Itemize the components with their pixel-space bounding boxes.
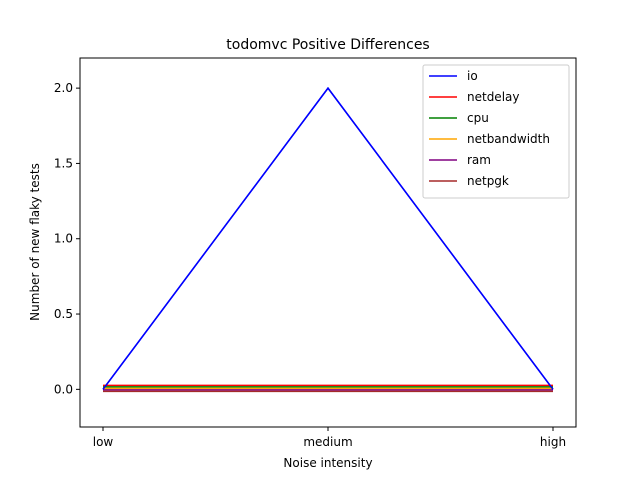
x-axis-label: Noise intensity — [283, 456, 372, 470]
y-axis-ticks: 0.0 0.5 1.0 1.5 2.0 — [54, 81, 80, 396]
legend: io netdelay cpu netbandwidth ram netpgk — [422, 64, 570, 199]
plot-area — [102, 86, 554, 393]
y-tick-label: 1.0 — [54, 232, 73, 246]
legend-box — [422, 64, 570, 199]
axes-frame — [79, 57, 577, 428]
y-tick-label: 0.5 — [54, 307, 73, 321]
x-axis-ticks: low medium high — [93, 427, 566, 449]
legend-label-netbandwidth: netbandwidth — [467, 132, 550, 146]
chart-title: todomvc Positive Differences — [226, 37, 429, 53]
legend-label-io: io — [467, 69, 478, 83]
legend-label-netpgk: netpgk — [467, 174, 509, 188]
y-tick-label: 0.0 — [54, 382, 73, 396]
series-line-io-top — [102, 86, 554, 390]
x-tick-label: low — [93, 435, 114, 449]
y-tick-label: 1.5 — [54, 156, 73, 170]
legend-label-ram: ram — [467, 153, 491, 167]
y-axis-label: Number of new flaky tests — [28, 163, 42, 321]
legend-label-cpu: cpu — [467, 111, 489, 125]
y-tick-label: 2.0 — [54, 81, 73, 95]
x-tick-label: high — [540, 435, 566, 449]
legend-label-netdelay: netdelay — [467, 90, 519, 104]
x-tick-label: medium — [303, 435, 352, 449]
